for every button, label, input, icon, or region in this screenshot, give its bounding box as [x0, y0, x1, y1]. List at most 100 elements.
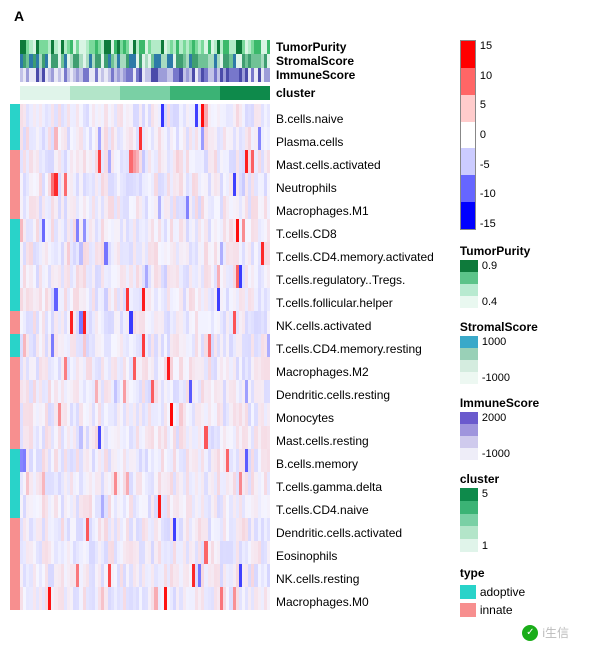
- hm-row: [20, 242, 270, 265]
- row-label: Dendritic.cells.activated: [276, 522, 434, 545]
- annot-label-TumorPurity: TumorPurity: [276, 40, 434, 54]
- colorbar-tick: 0: [480, 129, 496, 141]
- top-annotations: [20, 40, 270, 100]
- legend-cluster: cluster51: [460, 472, 539, 552]
- row-label: Macrophages.M1: [276, 200, 434, 223]
- colorbar-tick: -5: [480, 159, 496, 171]
- row-label: Monocytes: [276, 407, 434, 430]
- legend-type-title: type: [460, 566, 539, 580]
- hm-row: [20, 564, 270, 587]
- annot-TumorPurity: [20, 40, 270, 54]
- legend-title: TumorPurity: [460, 244, 539, 258]
- legend-title: ImmuneScore: [460, 396, 539, 410]
- hm-row: [20, 127, 270, 150]
- legend-main-scale: 151050-5-10-15: [460, 40, 539, 230]
- type-strip-adoptive: [10, 334, 20, 357]
- row-label: T.cells.CD4.memory.activated: [276, 246, 434, 269]
- hm-row: [20, 219, 270, 242]
- legends-small-group: TumorPurity0.90.4 StromalScore1000-1000 Im…: [460, 244, 539, 552]
- annot-label-ImmuneScore: ImmuneScore: [276, 68, 434, 82]
- type-strip-adoptive: [10, 104, 20, 150]
- type-strip-innate: [10, 150, 20, 219]
- row-label: Mast.cells.resting: [276, 430, 434, 453]
- row-label: T.cells.follicular.helper: [276, 292, 434, 315]
- hm-row: [20, 357, 270, 380]
- legend-title: cluster: [460, 472, 539, 486]
- hm-row: [20, 288, 270, 311]
- row-label: Dendritic.cells.resting: [276, 384, 434, 407]
- watermark: ✓ i生信: [522, 624, 569, 641]
- hm-row: [20, 265, 270, 288]
- wechat-icon: ✓: [522, 625, 538, 641]
- hm-row: [20, 587, 270, 610]
- legend-type-item: adoptive: [460, 583, 539, 601]
- legend-StromalScore: StromalScore1000-1000: [460, 320, 539, 384]
- legends: 151050-5-10-15 TumorPurity0.90.4StromalS…: [460, 40, 539, 619]
- labels-right: TumorPurityStromalScoreImmuneScore cluste…: [276, 40, 434, 619]
- hm-row: [20, 173, 270, 196]
- row-label: B.cells.naive: [276, 108, 434, 131]
- annot-StromalScore: [20, 54, 270, 68]
- hm-row: [20, 518, 270, 541]
- colorbar-tick: -15: [480, 218, 496, 230]
- annot-ImmuneScore: [20, 68, 270, 82]
- hm-row: [20, 472, 270, 495]
- colorbar-tick: 10: [480, 70, 496, 82]
- hm-row: [20, 495, 270, 518]
- row-label: T.cells.CD8: [276, 223, 434, 246]
- hm-row: [20, 426, 270, 449]
- type-strip-innate: [10, 357, 20, 449]
- row-label: B.cells.memory: [276, 453, 434, 476]
- figure: TumorPurityStromalScoreImmuneScorecluste…: [10, 40, 539, 619]
- heatmap-block: [20, 40, 270, 619]
- row-label: Macrophages.M0: [276, 591, 434, 614]
- row-label: NK.cells.activated: [276, 315, 434, 338]
- legend-swatch: [460, 585, 476, 599]
- legend-ImmuneScore: ImmuneScore2000-1000: [460, 396, 539, 460]
- row-label: T.cells.CD4.naive: [276, 499, 434, 522]
- heatmap-rows: [20, 104, 270, 610]
- hm-row: [20, 449, 270, 472]
- row-label: Macrophages.M2: [276, 361, 434, 384]
- row-label: Eosinophils: [276, 545, 434, 568]
- hm-row: [20, 196, 270, 219]
- heatmap-main: TumorPurityStromalScoreImmuneScore cluste…: [10, 40, 434, 619]
- legend-title: StromalScore: [460, 320, 539, 334]
- type-strip-adoptive: [10, 219, 20, 311]
- legend-swatch: [460, 603, 476, 617]
- legend-type: type adoptive innate: [460, 566, 539, 619]
- row-label: NK.cells.resting: [276, 568, 434, 591]
- legend-type-item: innate: [460, 601, 539, 619]
- row-label: Plasma.cells: [276, 131, 434, 154]
- type-strip-innate: [10, 518, 20, 610]
- row-label: Neutrophils: [276, 177, 434, 200]
- annot-label-StromalScore: StromalScore: [276, 54, 434, 68]
- row-label: T.cells.regulatory..Tregs.: [276, 269, 434, 292]
- legend-type-label: adoptive: [480, 585, 525, 599]
- hm-row: [20, 150, 270, 173]
- legend-TumorPurity: TumorPurity0.90.4: [460, 244, 539, 308]
- hm-row: [20, 334, 270, 357]
- type-strip-innate: [10, 311, 20, 334]
- row-label: Mast.cells.activated: [276, 154, 434, 177]
- hm-row: [20, 104, 270, 127]
- type-strip-adoptive: [10, 449, 20, 518]
- hm-row: [20, 380, 270, 403]
- annotation-labels: TumorPurityStromalScoreImmuneScore cluste…: [276, 40, 434, 100]
- row-label: T.cells.CD4.memory.resting: [276, 338, 434, 361]
- row-type-strip: [10, 40, 20, 619]
- colorbar-tick: -10: [480, 188, 496, 200]
- watermark-text: i生信: [542, 624, 569, 641]
- hm-row: [20, 541, 270, 564]
- row-label: T.cells.gamma.delta: [276, 476, 434, 499]
- legend-type-label: innate: [480, 603, 513, 617]
- hm-row: [20, 311, 270, 334]
- annot-cluster: [20, 86, 270, 100]
- hm-row: [20, 403, 270, 426]
- panel-label: A: [14, 8, 24, 24]
- colorbar-tick: 15: [480, 40, 496, 52]
- row-labels: B.cells.naivePlasma.cellsMast.cells.acti…: [276, 108, 434, 614]
- annot-label-cluster: cluster: [276, 86, 434, 100]
- colorbar-main-ticks: 151050-5-10-15: [480, 40, 496, 230]
- colorbar-main: [460, 40, 476, 230]
